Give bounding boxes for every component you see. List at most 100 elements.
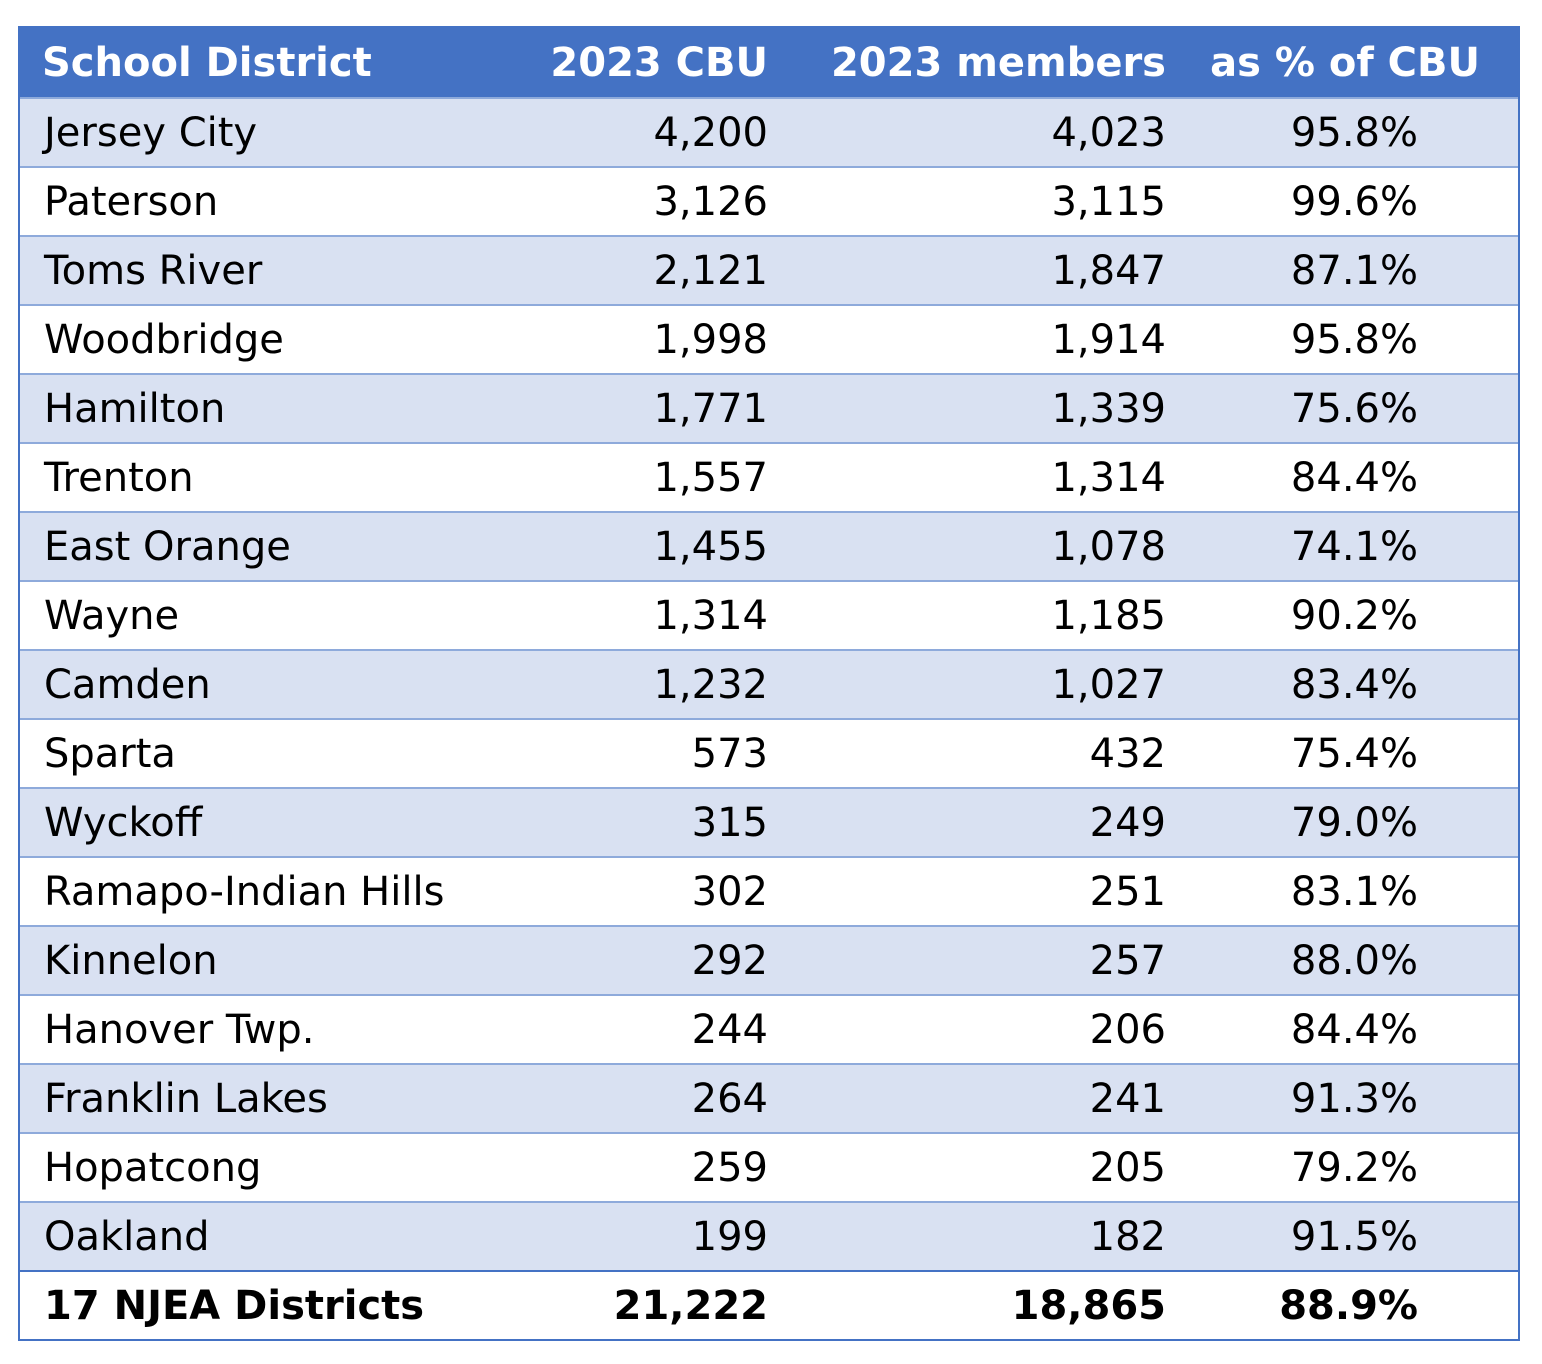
total-cbu-count: 21,222 [613,1282,768,1329]
member-count: 1,027 [1051,661,1166,708]
district-name: Trenton [44,454,194,501]
district-name: Kinnelon [44,937,218,984]
district-name: Jersey City [44,109,258,156]
table-body: Jersey City 4,200 4,023 95.8% Paterson 3… [20,98,1518,1271]
header-cbu: 2023 CBU [550,39,768,86]
table-footer: 17 NJEA Districts 21,222 18,865 88.9% [20,1271,1518,1339]
cbu-count: 259 [691,1144,768,1191]
member-count: 241 [1089,1075,1166,1122]
cbu-count: 1,557 [653,454,768,501]
total-percent-of-cbu: 88.9% [1279,1282,1418,1329]
table-row: Wayne 1,314 1,185 90.2% [20,581,1518,650]
header-row: School District 2023 CBU 2023 members as… [20,28,1518,98]
district-name: Toms River [44,247,263,294]
table-row: Ramapo-Indian Hills 302 251 83.1% [20,857,1518,926]
cbu-count: 1,232 [653,661,768,708]
percent-of-cbu: 87.1% [1290,247,1418,294]
percent-of-cbu: 84.4% [1290,1006,1418,1053]
percent-of-cbu: 83.1% [1290,868,1418,915]
cbu-count: 1,771 [653,385,768,432]
cbu-count: 244 [691,1006,768,1053]
table-row: Hanover Twp. 244 206 84.4% [20,995,1518,1064]
table-row: Wyckoff 315 249 79.0% [20,788,1518,857]
district-name: East Orange [44,523,291,570]
percent-of-cbu: 88.0% [1290,937,1418,984]
table-row: Hopatcong 259 205 79.2% [20,1133,1518,1202]
district-name: Franklin Lakes [44,1075,328,1122]
member-count: 205 [1089,1144,1166,1191]
percent-of-cbu: 75.4% [1290,730,1418,777]
percent-of-cbu: 91.5% [1290,1213,1418,1260]
district-name: Wayne [44,592,180,639]
district-name: Woodbridge [44,316,284,363]
percent-of-cbu: 95.8% [1290,316,1418,363]
member-count: 1,847 [1051,247,1166,294]
header-members: 2023 members [830,39,1166,86]
member-count: 1,185 [1051,592,1166,639]
district-membership-table-wrapper: School District 2023 CBU 2023 members as… [18,26,1520,1341]
member-count: 1,339 [1051,385,1166,432]
table-row: East Orange 1,455 1,078 74.1% [20,512,1518,581]
district-name: Ramapo-Indian Hills [44,868,445,915]
percent-of-cbu: 83.4% [1290,661,1418,708]
cbu-count: 573 [691,730,768,777]
total-label: 17 NJEA Districts [44,1282,425,1329]
member-count: 3,115 [1051,178,1166,225]
member-count: 182 [1089,1213,1166,1260]
district-name: Paterson [44,178,219,225]
table-row: Oakland 199 182 91.5% [20,1202,1518,1271]
percent-of-cbu: 75.6% [1290,385,1418,432]
member-count: 1,078 [1051,523,1166,570]
percent-of-cbu: 74.1% [1290,523,1418,570]
total-member-count: 18,865 [1011,1282,1166,1329]
member-count: 4,023 [1051,109,1166,156]
cbu-count: 1,998 [653,316,768,363]
district-name: Oakland [44,1213,210,1260]
cbu-count: 1,455 [653,523,768,570]
cbu-count: 302 [691,868,768,915]
district-name: Camden [44,661,211,708]
table-row: Woodbridge 1,998 1,914 95.8% [20,305,1518,374]
district-name: Hamilton [44,385,226,432]
table-row: Hamilton 1,771 1,339 75.6% [20,374,1518,443]
percent-of-cbu: 90.2% [1290,592,1418,639]
table-row: Paterson 3,126 3,115 99.6% [20,167,1518,236]
cbu-count: 1,314 [653,592,768,639]
percent-of-cbu: 99.6% [1290,178,1418,225]
member-count: 432 [1089,730,1166,777]
percent-of-cbu: 79.0% [1290,799,1418,846]
cbu-count: 264 [691,1075,768,1122]
table-row: Camden 1,232 1,027 83.4% [20,650,1518,719]
table-row: Sparta 573 432 75.4% [20,719,1518,788]
cbu-count: 292 [691,937,768,984]
percent-of-cbu: 95.8% [1290,109,1418,156]
header-percent-of-cbu: as % of CBU [1210,39,1480,86]
table-row: Jersey City 4,200 4,023 95.8% [20,98,1518,167]
table-row: Franklin Lakes 264 241 91.3% [20,1064,1518,1133]
district-name: Sparta [44,730,176,777]
table-header: School District 2023 CBU 2023 members as… [20,28,1518,98]
cbu-count: 2,121 [653,247,768,294]
cbu-count: 315 [691,799,768,846]
member-count: 1,314 [1051,454,1166,501]
table-row: Trenton 1,557 1,314 84.4% [20,443,1518,512]
district-name: Hanover Twp. [44,1006,315,1053]
percent-of-cbu: 79.2% [1290,1144,1418,1191]
member-count: 206 [1089,1006,1166,1053]
district-membership-table: School District 2023 CBU 2023 members as… [20,28,1518,1339]
member-count: 249 [1089,799,1166,846]
member-count: 257 [1089,937,1166,984]
cbu-count: 199 [691,1213,768,1260]
member-count: 251 [1089,868,1166,915]
district-name: Hopatcong [44,1144,262,1191]
table-row: Toms River 2,121 1,847 87.1% [20,236,1518,305]
table-row: Kinnelon 292 257 88.0% [20,926,1518,995]
header-school-district: School District [42,39,372,86]
cbu-count: 4,200 [653,109,768,156]
member-count: 1,914 [1051,316,1166,363]
district-name: Wyckoff [44,799,203,846]
cbu-count: 3,126 [653,178,768,225]
percent-of-cbu: 84.4% [1290,454,1418,501]
percent-of-cbu: 91.3% [1290,1075,1418,1122]
total-row: 17 NJEA Districts 21,222 18,865 88.9% [20,1271,1518,1339]
